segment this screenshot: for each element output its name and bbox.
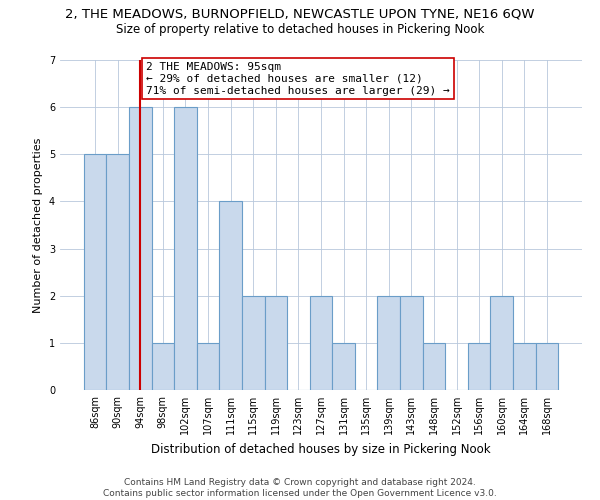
Bar xyxy=(377,296,400,390)
Bar xyxy=(242,296,265,390)
Text: Size of property relative to detached houses in Pickering Nook: Size of property relative to detached ho… xyxy=(116,22,484,36)
Bar xyxy=(490,296,513,390)
Bar xyxy=(220,202,242,390)
Bar xyxy=(536,343,558,390)
X-axis label: Distribution of detached houses by size in Pickering Nook: Distribution of detached houses by size … xyxy=(151,442,491,456)
Text: Contains HM Land Registry data © Crown copyright and database right 2024.
Contai: Contains HM Land Registry data © Crown c… xyxy=(103,478,497,498)
Bar xyxy=(152,343,174,390)
Bar xyxy=(197,343,220,390)
Bar xyxy=(84,154,106,390)
Text: 2, THE MEADOWS, BURNOPFIELD, NEWCASTLE UPON TYNE, NE16 6QW: 2, THE MEADOWS, BURNOPFIELD, NEWCASTLE U… xyxy=(65,8,535,20)
Bar xyxy=(106,154,129,390)
Text: 2 THE MEADOWS: 95sqm
← 29% of detached houses are smaller (12)
71% of semi-detac: 2 THE MEADOWS: 95sqm ← 29% of detached h… xyxy=(146,62,449,96)
Bar xyxy=(422,343,445,390)
Bar xyxy=(400,296,422,390)
Bar xyxy=(513,343,536,390)
Bar xyxy=(174,107,197,390)
Bar xyxy=(332,343,355,390)
Y-axis label: Number of detached properties: Number of detached properties xyxy=(34,138,43,312)
Bar xyxy=(468,343,490,390)
Bar xyxy=(265,296,287,390)
Bar xyxy=(129,107,152,390)
Bar xyxy=(310,296,332,390)
